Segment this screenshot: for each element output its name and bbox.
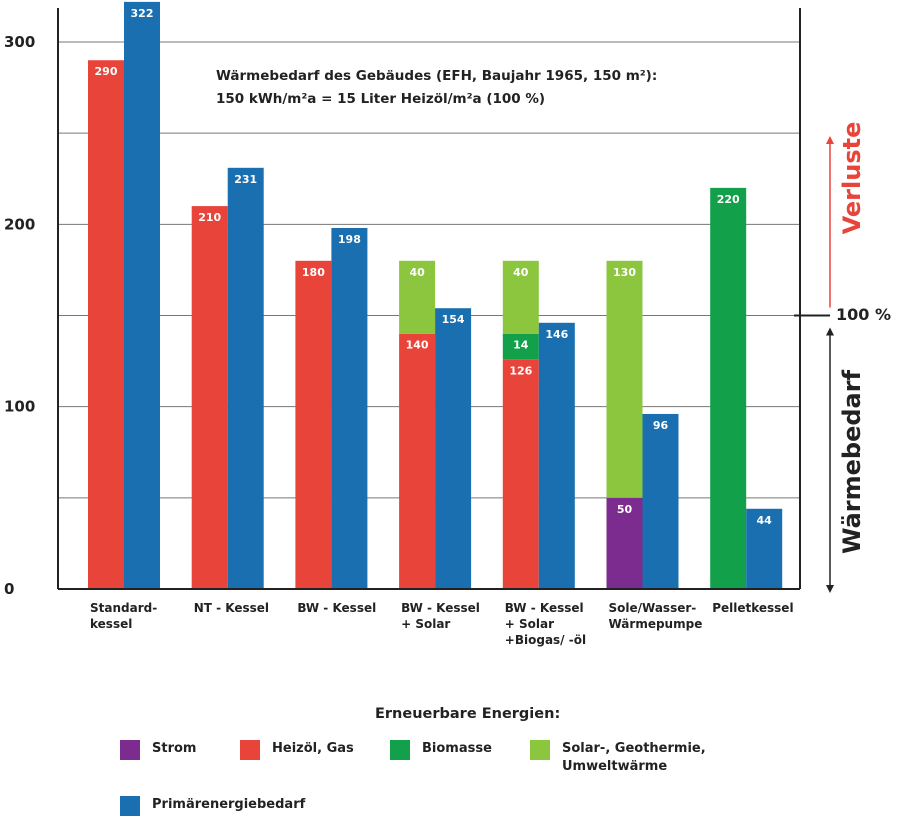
legend-item-strom: Strom — [120, 740, 196, 760]
bar-heizoel-gas — [191, 206, 228, 589]
legend-label-solar-geothermie: Solar-, Geothermie, Umweltwärme — [562, 741, 706, 774]
bar-value-label: 154 — [442, 313, 465, 326]
bar-value-label: 290 — [95, 65, 118, 78]
axes — [57, 8, 834, 593]
bar-value-label: 96 — [653, 419, 669, 432]
bar-solar-geo — [606, 260, 643, 498]
annotation-line-2: 150 kWh/m²a = 15 Liter Heizöl/m²a (100 %… — [216, 91, 545, 107]
legend-swatch-primaerenergie — [120, 796, 140, 816]
legend-swatch-heizoel-gas — [240, 740, 260, 760]
bar-primary — [435, 308, 472, 589]
bar-primary — [331, 227, 368, 590]
legend-swatch-solar-geothermie — [530, 740, 550, 760]
bar-value-label: 146 — [545, 328, 568, 341]
bar-value-label: 40 — [409, 266, 425, 279]
bar-biomasse — [710, 187, 747, 589]
bar-heizoel-gas — [295, 260, 332, 589]
bar-heizoel-gas — [88, 60, 124, 589]
bar-value-label: 14 — [513, 339, 529, 352]
bar-solar-geo — [502, 260, 539, 334]
category-label: Pelletkessel — [712, 601, 793, 615]
y-tick-label: 300 — [4, 33, 35, 51]
bars — [88, 1, 783, 590]
category-label: BW - Kessel + Solar +Biogas/ -öl — [505, 601, 586, 647]
bar-value-label: 50 — [617, 503, 633, 516]
category-label: Standard-kessel — [90, 601, 157, 631]
bar-value-label: 210 — [198, 211, 221, 224]
legend-item-solar-geothermie: Solar-, Geothermie, Umweltwärme — [530, 740, 706, 776]
waermebedarf-label: Wärmebedarf — [838, 369, 866, 554]
bar-primary — [124, 1, 160, 590]
bar-primary — [642, 413, 679, 589]
legend-label-biomasse: Biomasse — [422, 741, 492, 756]
y-tick-label: 100 — [4, 398, 35, 416]
bar-value-label: 180 — [302, 266, 325, 279]
annotation-line-1: Wärmebedarf des Gebäudes (EFH, Baujahr 1… — [216, 68, 657, 84]
bar-solar-geo — [399, 260, 436, 334]
category-label: BW - Kessel — [297, 601, 376, 615]
category-label: Sole/Wasser-Wärmepumpe — [609, 601, 703, 631]
bar-value-label: 44 — [757, 514, 773, 527]
bar-primary — [227, 167, 264, 589]
legend-label-strom: Strom — [152, 741, 197, 756]
bar-heizoel-gas — [502, 359, 539, 589]
bar-value-label: 220 — [717, 193, 740, 206]
bar-value-label: 140 — [406, 339, 429, 352]
bar-strom — [606, 497, 643, 589]
legend-item-biomasse: Biomasse — [390, 740, 492, 760]
legend-item-heizoel-gas: Heizöl, Gas — [240, 740, 354, 760]
bar-heizoel-gas — [399, 333, 436, 589]
y-tick-label: 200 — [4, 215, 35, 233]
labels: 0 100 200 300 290 322 Standard-kessel 210 231 NT … — [4, 7, 794, 647]
bar-primary — [746, 508, 783, 589]
bar-value-label: 126 — [509, 364, 532, 377]
bar-value-label: 130 — [613, 266, 636, 279]
reference-percent-label: 100 % — [836, 305, 891, 324]
bar-value-label: 322 — [131, 7, 154, 20]
category-label: BW - Kessel + Solar — [401, 601, 480, 631]
y-tick-label: 0 — [4, 580, 14, 598]
legend-label-primaerenergie: Primärenergiebedarf — [152, 797, 306, 812]
bar-value-label: 40 — [513, 266, 529, 279]
legend-title: Erneuerbare Energien: — [375, 706, 561, 722]
bar-value-label: 198 — [338, 233, 361, 246]
legend-swatch-strom — [120, 740, 140, 760]
legend-label-heizoel-gas: Heizöl, Gas — [272, 741, 354, 756]
legend-swatch-biomasse — [390, 740, 410, 760]
legend-item-primaerenergie: Primärenergiebedarf — [120, 796, 305, 816]
bar-chart: 0 100 200 300 290 322 Standard-kessel 210 231 NT … — [4, 1, 891, 647]
bar-biomasse — [502, 333, 539, 360]
category-label: NT - Kessel — [194, 601, 269, 615]
bar-value-label: 231 — [234, 173, 257, 186]
bar-primary — [538, 322, 575, 589]
verluste-label: Verluste — [838, 122, 866, 235]
